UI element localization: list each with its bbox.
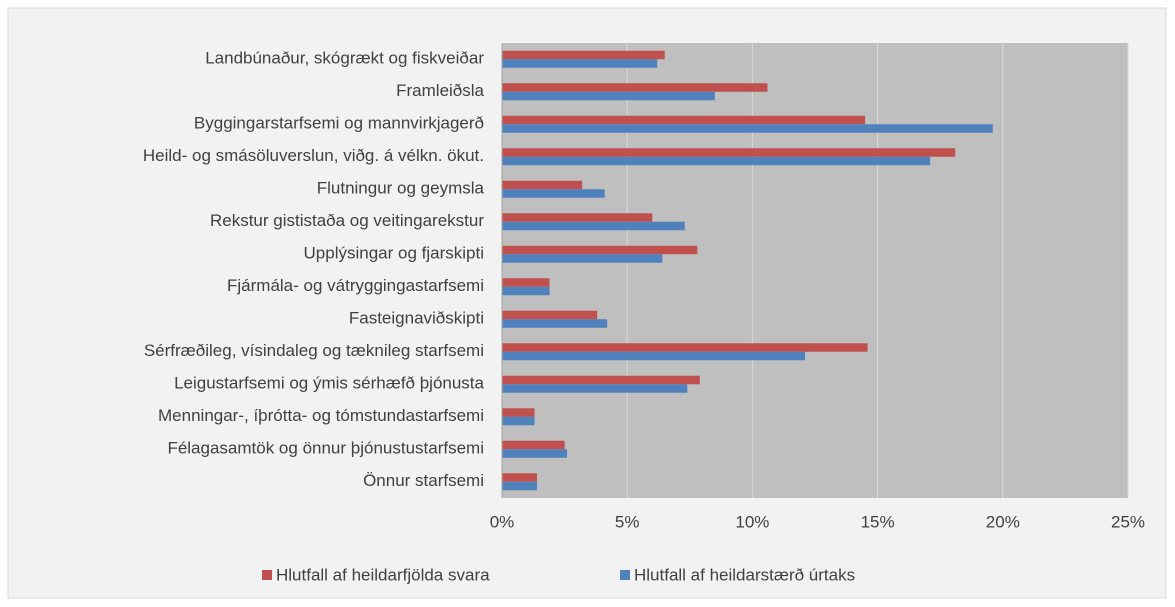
x-tick-label: 5%	[615, 512, 640, 531]
bar	[502, 156, 931, 166]
bar	[502, 83, 768, 92]
bar	[502, 124, 993, 133]
bar	[502, 50, 665, 60]
y-tick-label: Sérfræðileg, vísindaleg og tæknileg star…	[144, 341, 484, 360]
bar	[502, 343, 868, 352]
bar	[502, 384, 688, 393]
y-tick-label: Félagasamtök og önnur þjónustustarfsemi	[167, 439, 484, 458]
y-tick-label: Upplýsingar og fjarskipti	[304, 244, 484, 263]
bar	[502, 59, 658, 68]
bar	[502, 221, 685, 231]
y-tick-label: Fjármála- og vátryggingastarfsemi	[227, 276, 484, 295]
legend-label: Hlutfall af heildarfjölda svara	[276, 565, 490, 584]
y-tick-label: Heild- og smásöluverslun, viðg. á vélkn.…	[143, 146, 484, 165]
y-tick-label: Rekstur gististaða og veitingarekstur	[210, 211, 484, 230]
x-tick-label: 10%	[735, 512, 769, 531]
bar	[502, 286, 550, 296]
legend-swatch	[262, 570, 272, 580]
bar	[502, 245, 698, 255]
bar	[502, 254, 663, 263]
legend-label: Hlutfall af heildarstærð úrtaks	[634, 565, 855, 584]
bar	[502, 180, 583, 190]
x-tick-label: 25%	[1111, 512, 1145, 531]
bar	[502, 416, 535, 426]
bar	[502, 408, 535, 417]
bar	[502, 440, 565, 450]
x-tick-label: 15%	[861, 512, 895, 531]
y-tick-label: Byggingarstarfsemi og mannvirkjagerð	[194, 114, 484, 133]
bar	[502, 189, 605, 198]
bar	[502, 473, 538, 482]
y-tick-label: Önnur starfsemi	[363, 471, 484, 490]
bar	[502, 310, 598, 320]
y-tick-label: Framleiðsla	[396, 81, 484, 100]
x-tick-label: 0%	[490, 512, 515, 531]
bar	[502, 449, 568, 458]
bar	[502, 481, 538, 491]
y-tick-label: Menningar-, íþrótta- og tómstundastarfse…	[158, 406, 484, 425]
bar	[502, 319, 608, 328]
plot-area	[502, 43, 1128, 498]
legend-swatch	[620, 570, 630, 580]
bar	[502, 115, 866, 125]
y-tick-label: Flutningur og geymsla	[317, 179, 485, 198]
bar	[502, 148, 956, 157]
bar	[502, 351, 805, 361]
bar	[502, 278, 550, 287]
y-tick-label: Fasteignaviðskipti	[349, 309, 484, 328]
bar	[502, 375, 700, 385]
bar	[502, 91, 715, 101]
bar	[502, 213, 653, 222]
y-tick-label: Landbúnaður, skógrækt og fiskveiðar	[205, 49, 484, 68]
x-tick-label: 20%	[986, 512, 1020, 531]
y-tick-label: Leigustarfsemi og ýmis sérhæfð þjónusta	[174, 374, 484, 393]
